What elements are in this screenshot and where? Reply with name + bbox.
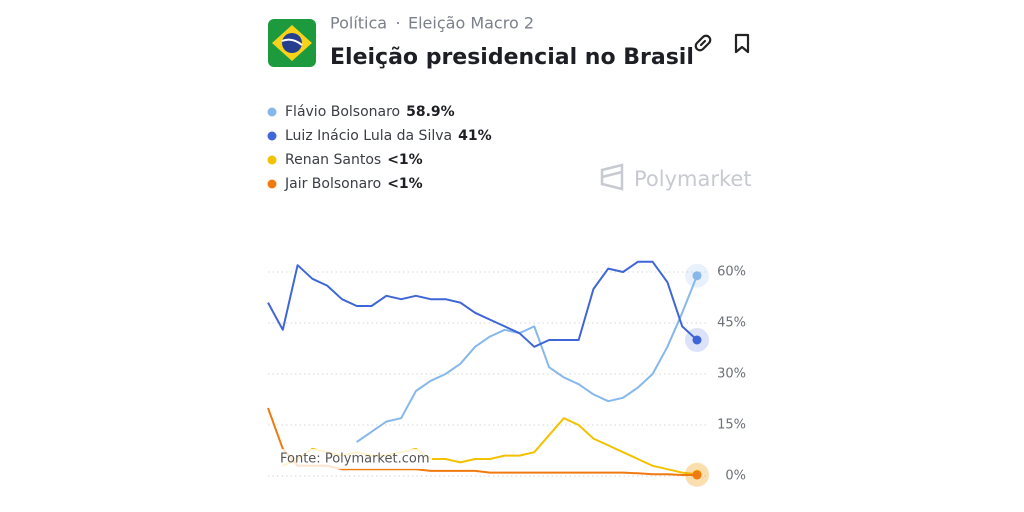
legend-entry: Jair Bolsonaro <1% <box>284 176 423 192</box>
end-point <box>692 335 702 345</box>
legend-value: 58.9% <box>406 104 455 120</box>
watermark-icon <box>600 163 624 191</box>
legend-value: 41% <box>458 128 492 144</box>
legend-dot <box>267 131 277 141</box>
end-point <box>692 470 702 480</box>
y-tick-label: 60% <box>717 265 746 280</box>
source: Fonte: Polymarket.com <box>280 452 429 467</box>
category: Política <box>330 14 387 33</box>
flag-icon <box>268 19 316 67</box>
series-line <box>356 275 698 443</box>
y-tick-label: 15% <box>717 418 746 433</box>
source-box <box>274 449 432 469</box>
subcategory: Eleição Macro 2 <box>408 14 534 33</box>
legend-dot <box>267 179 277 189</box>
legend-name: Jair Bolsonaro <box>284 176 381 192</box>
y-tick-label: 0% <box>725 469 746 484</box>
separator: · <box>395 14 400 33</box>
watermark: Polymarket <box>634 167 752 191</box>
y-tick-label: 30% <box>717 367 746 382</box>
legend-dot <box>267 155 277 165</box>
legend-entry: Luiz Inácio Lula da Silva 41% <box>285 128 492 144</box>
series-line <box>267 260 698 348</box>
end-point <box>692 271 702 281</box>
legend-value: <1% <box>387 152 423 168</box>
y-tick-label: 45% <box>717 316 746 331</box>
link-icon[interactable] <box>694 34 712 52</box>
chart-title: Eleição presidencial no Brasil <box>330 45 694 70</box>
legend-name: Luiz Inácio Lula da Silva <box>285 128 452 144</box>
legend-entry: Flávio Bolsonaro 58.9% <box>285 104 455 120</box>
legend-dot <box>267 107 277 117</box>
legend-name: Flávio Bolsonaro <box>285 104 400 120</box>
bookmark-icon[interactable] <box>734 33 750 54</box>
legend-value: <1% <box>387 176 423 192</box>
legend-name: Renan Santos <box>285 152 381 168</box>
legend-entry: Renan Santos <1% <box>285 152 423 168</box>
